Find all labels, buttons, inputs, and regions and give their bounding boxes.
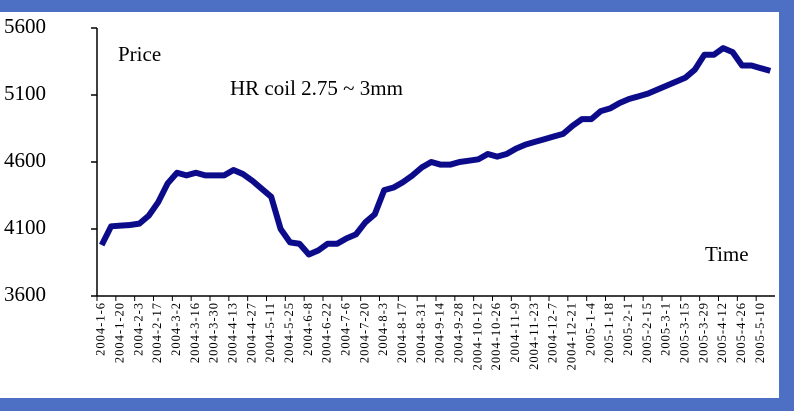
x-axis-title: Time — [705, 242, 749, 266]
y-tick-label: 3600 — [4, 282, 46, 306]
x-tick-label: 2005-5-10 — [753, 302, 767, 363]
x-tick-label: 2005-4-26 — [734, 302, 748, 363]
x-tick-label: 2004-12-21 — [564, 302, 578, 370]
x-tick-label: 2004-3-2 — [169, 302, 183, 356]
x-tick-label: 2004-5-25 — [282, 302, 296, 363]
annotation: HR coil 2.75 ~ 3mm — [230, 76, 403, 100]
price-line — [99, 45, 772, 258]
y-tick-label: 4100 — [4, 215, 46, 239]
x-tick-label: 2004-10-26 — [489, 302, 503, 370]
x-tick-label: 2004-6-22 — [320, 302, 334, 363]
x-tick-label: 2004-6-8 — [301, 302, 315, 356]
y-axis-title: Price — [118, 42, 161, 66]
x-tick-label: 2004-3-30 — [207, 302, 221, 363]
x-tick-label: 2004-5-11 — [263, 302, 277, 363]
y-tick-label: 5600 — [4, 14, 46, 38]
x-tick-label: 2004-2-3 — [131, 302, 145, 356]
x-tick-label: 2005-3-15 — [677, 302, 691, 363]
x-tick-label: 2004-3-16 — [188, 302, 202, 363]
x-tick-label: 2005-3-29 — [696, 302, 710, 363]
x-tick-label: 2004-8-3 — [376, 302, 390, 356]
y-tick-label: 5100 — [4, 81, 46, 105]
x-tick-label: 2004-7-20 — [357, 302, 371, 363]
x-tick-label: 2005-3-1 — [659, 302, 673, 356]
x-tick-label: 2005-2-15 — [640, 302, 654, 363]
x-tick-label: 2005-2-1 — [621, 302, 635, 356]
x-tick-label: 2004-4-13 — [225, 302, 239, 363]
x-tick-label: 2004-7-6 — [338, 302, 352, 356]
x-tick-label: 2005-4-12 — [715, 302, 729, 363]
x-tick-label: 2004-8-17 — [395, 302, 409, 363]
x-tick-label: 2004-11-23 — [527, 302, 541, 370]
x-tick-label: 2004-4-27 — [244, 302, 258, 363]
x-tick-label: 2005-1-18 — [602, 302, 616, 363]
x-tick-label: 2004-1-6 — [94, 302, 108, 356]
x-tick-label: 2004-2-17 — [150, 302, 164, 363]
x-tick-label: 2004-1-20 — [112, 302, 126, 363]
x-tick-label: 2004-12-7 — [546, 302, 560, 363]
y-tick-label: 4600 — [4, 148, 46, 172]
x-tick-label: 2004-8-31 — [414, 302, 428, 363]
x-tick-label: 2004-9-28 — [451, 302, 465, 363]
x-tick-label: 2004-11-9 — [508, 302, 522, 363]
x-tick-label: 2004-10-12 — [470, 302, 484, 370]
chart-background — [0, 12, 779, 398]
x-tick-label: 2005-1-4 — [583, 302, 597, 356]
x-tick-label: 2004-9-14 — [433, 302, 447, 363]
